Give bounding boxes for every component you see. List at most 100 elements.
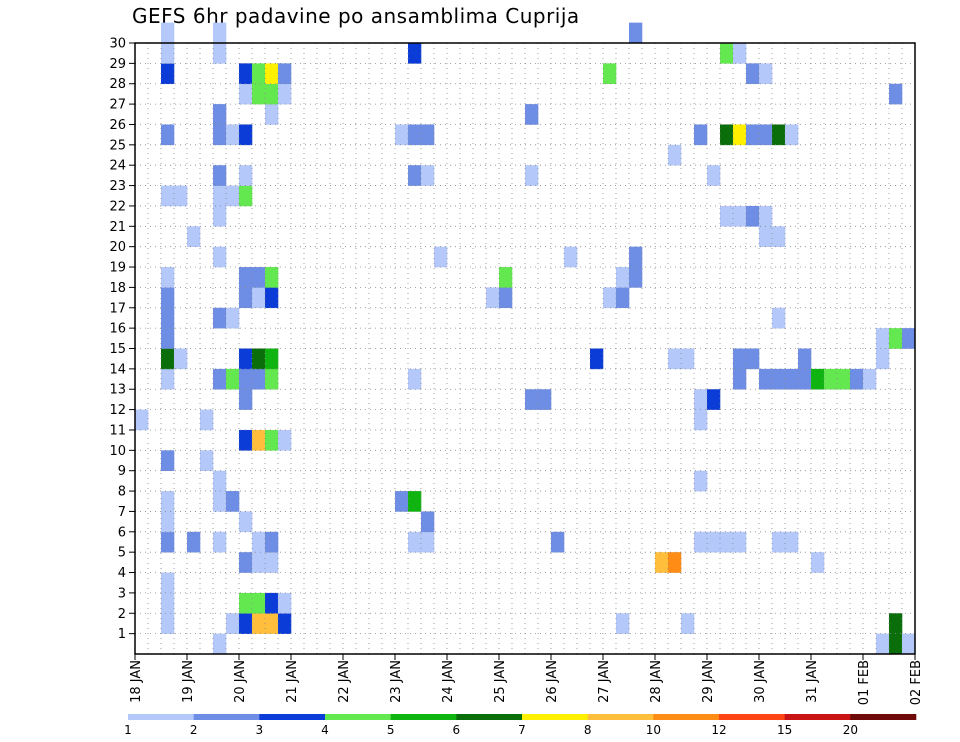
heatmap-cell [395, 124, 409, 146]
heatmap-cell [200, 409, 214, 431]
heatmap-cell [239, 63, 253, 85]
heatmap-cell [759, 63, 773, 85]
heatmap-cell [265, 592, 279, 614]
heatmap-cell [252, 552, 266, 573]
heatmap-cell [629, 246, 643, 268]
heatmap-cell [278, 63, 292, 85]
heatmap-cell [252, 368, 266, 390]
heatmap-cell [278, 592, 292, 614]
heatmap-cell [421, 531, 435, 553]
y-tick-label: 24 [109, 159, 126, 174]
y-tick-label: 30 [109, 37, 126, 52]
heatmap-cell [252, 63, 266, 85]
color-legend: 1 2 3 4 5 6 7 8 10 12 15 20 [124, 714, 917, 737]
heatmap-cell [616, 287, 630, 309]
y-tick-label: 27 [109, 98, 126, 113]
chart-title: GEFS 6hr padavine po ansamblima Cuprija [132, 4, 580, 28]
heatmap-cell [213, 633, 227, 655]
y-tick-label: 5 [118, 546, 126, 561]
heatmap-cell [161, 531, 175, 553]
heatmap-cell [720, 531, 734, 553]
heatmap-cell [265, 83, 279, 105]
heatmap-cell [434, 246, 448, 268]
heatmap-cell [694, 124, 708, 146]
heatmap-cell [213, 22, 227, 44]
heatmap-cell [746, 205, 760, 227]
y-tick-label: 2 [118, 607, 126, 622]
heatmap-cell [161, 43, 175, 64]
heatmap-cell [213, 470, 227, 492]
legend-label: 1 [124, 723, 132, 737]
heatmap-cell [226, 124, 240, 146]
heatmap-cell [746, 63, 760, 85]
heatmap-cell [239, 368, 253, 390]
heatmap-cell [252, 348, 266, 370]
heatmap-cell [694, 531, 708, 553]
heatmap-cell [278, 613, 292, 634]
heatmap-cell [863, 368, 877, 390]
y-tick-label: 17 [109, 301, 126, 316]
y-tick-label: 19 [109, 261, 126, 276]
heatmap-cell [265, 613, 279, 634]
heatmap-cell [733, 368, 747, 390]
heatmap-cell [213, 165, 227, 186]
heatmap-cell [408, 165, 422, 186]
y-tick-label: 1 [118, 627, 126, 642]
heatmap-cell [252, 613, 266, 634]
heatmap-cell [252, 592, 266, 614]
legend-label: 7 [518, 723, 526, 737]
heatmap-cell [187, 226, 201, 247]
heatmap-cell [213, 307, 227, 329]
heatmap-cell [811, 368, 825, 390]
y-tick-label: 11 [109, 423, 126, 438]
heatmap-cell [213, 185, 227, 207]
y-tick-label: 15 [109, 342, 126, 357]
heatmap-cell [499, 287, 513, 309]
x-tick-label: 28 JAN [649, 660, 664, 703]
heatmap-cell [850, 368, 864, 390]
heatmap-cell [239, 124, 253, 146]
heatmap-cell [486, 287, 500, 309]
legend-swatch [390, 714, 457, 720]
heatmap-cell [252, 83, 266, 105]
heatmap-cell [161, 348, 175, 370]
heatmap-cell [265, 531, 279, 553]
heatmap-cell [200, 450, 214, 471]
heatmap-cell [161, 328, 175, 349]
heatmap-cell [733, 205, 747, 227]
heatmap-cell [278, 83, 292, 105]
x-tick-label: 27 JAN [597, 660, 612, 703]
heatmap-cell [161, 22, 175, 44]
y-tick-label: 28 [109, 77, 126, 92]
heatmap-cell [161, 572, 175, 594]
heatmap-cell [785, 531, 799, 553]
heatmap-cell [213, 246, 227, 268]
heatmap-cell [785, 124, 799, 146]
heatmap-cell [213, 491, 227, 512]
heatmap-cell [408, 43, 422, 64]
y-tick-label: 18 [109, 281, 126, 296]
x-tick-label: 02 FEB [909, 660, 924, 705]
x-tick-label: 20 JAN [233, 660, 248, 703]
heatmap-cell [408, 368, 422, 390]
heatmap-cell [408, 531, 422, 553]
y-axis: 1234567891011121314151617181920212223242… [109, 37, 135, 642]
heatmap-cell [720, 124, 734, 146]
legend-swatch [193, 714, 260, 720]
heatmap-cell [889, 633, 903, 655]
y-tick-label: 8 [118, 485, 126, 500]
heatmap-cell [161, 307, 175, 329]
heatmap-cell [668, 552, 682, 573]
heatmap-cell [265, 368, 279, 390]
heatmap-cell [161, 124, 175, 146]
heatmap-cell [733, 124, 747, 146]
heatmap-cell [733, 348, 747, 370]
heatmap-cell [213, 368, 227, 390]
heatmap-cell [239, 511, 253, 533]
heatmap-cell [759, 205, 773, 227]
heatmap-cell [239, 613, 253, 634]
heatmap-cell [603, 63, 617, 85]
heatmap-cell [551, 531, 565, 553]
heatmap-cell [252, 429, 266, 451]
